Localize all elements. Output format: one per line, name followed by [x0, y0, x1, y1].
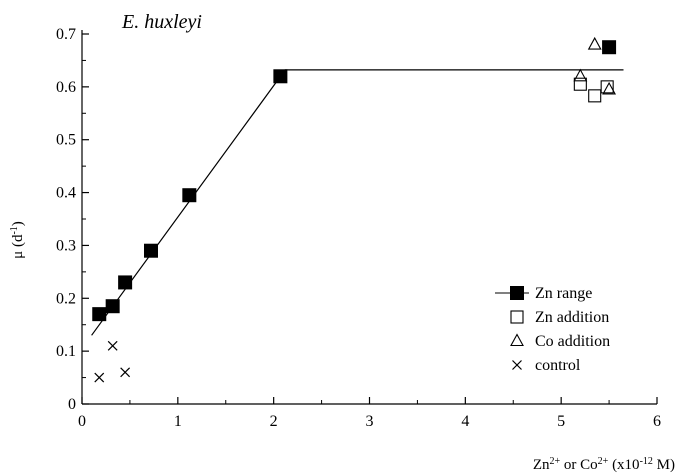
legend-label: Zn range	[535, 285, 592, 302]
y-tick-label: 0	[68, 396, 76, 413]
cross-stroke	[107, 340, 118, 351]
legend-marker	[512, 360, 522, 370]
data-point-filled-square	[92, 307, 107, 322]
data-marks	[92, 36, 617, 383]
y-tick-label: 0.6	[56, 79, 76, 96]
y-tick-label: 0.7	[56, 26, 76, 43]
cross-stroke	[94, 372, 105, 383]
legend-item: control	[512, 357, 581, 374]
x-tick-label: 6	[653, 413, 661, 430]
data-point-cross	[94, 372, 105, 383]
x-axis: 0 1 2 3 4 5 6	[78, 397, 661, 430]
data-point-filled-square	[105, 299, 120, 314]
x-tick-label: 4	[461, 413, 469, 430]
y-axis-label: μ (d-1)	[9, 221, 27, 259]
data-point-open-square	[588, 89, 602, 103]
data-point-filled-square	[144, 243, 158, 258]
cross-stroke	[120, 367, 131, 378]
legend-item: Zn range	[495, 285, 592, 302]
legend-label: control	[535, 357, 581, 374]
data-point-filled-square	[602, 40, 617, 55]
data-point-cross	[107, 340, 118, 351]
y-axis: 0 0.1 0.2 0.3 0.4 0.5 0.6 0.7	[56, 26, 89, 413]
legend: Zn range Zn addition Co addition control	[495, 285, 610, 374]
legend-item: Co addition	[510, 333, 610, 350]
data-point-cross	[120, 367, 131, 378]
y-tick-label: 0.2	[56, 290, 76, 307]
legend-label: Co addition	[535, 333, 610, 350]
cross-stroke	[512, 360, 522, 370]
data-point-open-triangle	[573, 68, 588, 82]
x-tick-label: 0	[78, 413, 86, 430]
x-tick-label: 1	[174, 413, 182, 430]
y-tick-label: 0.3	[56, 237, 76, 254]
legend-item: Zn addition	[510, 309, 609, 326]
data-point-filled-square	[182, 188, 197, 203]
y-tick-label: 0.1	[56, 343, 76, 360]
chart-title: E. huxleyi	[121, 11, 202, 33]
legend-marker	[510, 286, 524, 300]
x-tick-label: 3	[366, 413, 374, 430]
x-tick-label: 2	[270, 413, 278, 430]
data-point-filled-square	[273, 69, 288, 84]
data-point-open-square	[573, 77, 587, 91]
data-point-open-triangle	[602, 81, 617, 95]
data-point-open-triangle	[587, 36, 602, 50]
legend-marker	[510, 310, 524, 324]
legend-label: Zn addition	[535, 309, 609, 326]
data-point-filled-square	[118, 275, 133, 290]
y-tick-label: 0.5	[56, 132, 76, 149]
x-tick-label: 5	[557, 413, 565, 430]
legend-marker	[510, 333, 524, 347]
x-axis-label: Zn2+ or Co2+ (x10-12 M)	[533, 456, 675, 473]
y-tick-label: 0.4	[56, 185, 76, 202]
